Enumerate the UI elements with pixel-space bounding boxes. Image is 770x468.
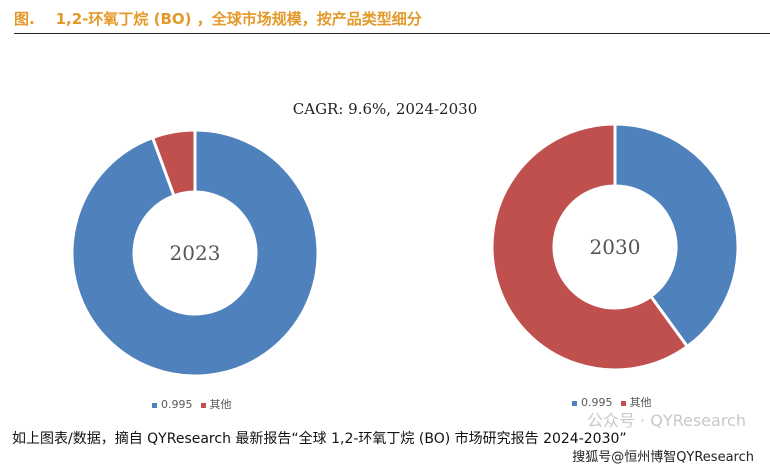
legend-label: 0.995 xyxy=(581,396,613,409)
slice-2023-0 xyxy=(70,128,320,378)
legend-2030: 0.995 其他 xyxy=(572,396,652,409)
cagr-label: CAGR: 9.6%, 2024-2030 xyxy=(292,100,478,118)
legend-swatch xyxy=(200,402,206,408)
figure-title: 图. 1,2-环氧丁烷 (BO) ，全球市场规模，按产品类型细分 xyxy=(14,10,422,28)
center-label: 2023 xyxy=(170,241,221,265)
legend-label: 其他 xyxy=(209,398,232,411)
legend-swatch xyxy=(152,402,157,408)
legend-item: 0.995 xyxy=(572,396,613,409)
legend-swatch xyxy=(572,400,577,406)
legend-label: 其他 xyxy=(629,396,652,409)
footer-source: 如上图表/数据，摘自 QYResearch 最新报告“全球 1,2-环氧丁烷 (… xyxy=(12,431,627,447)
title-rule xyxy=(14,33,770,34)
slice-2023-1 xyxy=(150,128,197,198)
legend-item: 其他 xyxy=(620,396,652,409)
slice-2030-0 xyxy=(613,122,740,349)
legend-2023: 0.995 其他 xyxy=(152,398,232,411)
watermark: 公众号 · QYResearch xyxy=(586,411,746,430)
legend-item: 0.995 xyxy=(152,398,193,411)
center-label: 2030 xyxy=(590,235,641,259)
legend-label: 0.995 xyxy=(161,398,193,411)
watermark-sohu: 搜狐号@恒州博智QYResearch xyxy=(572,450,754,465)
legend-item: 其他 xyxy=(200,398,232,411)
slice-2030-1 xyxy=(490,122,690,372)
legend-swatch xyxy=(620,400,626,406)
